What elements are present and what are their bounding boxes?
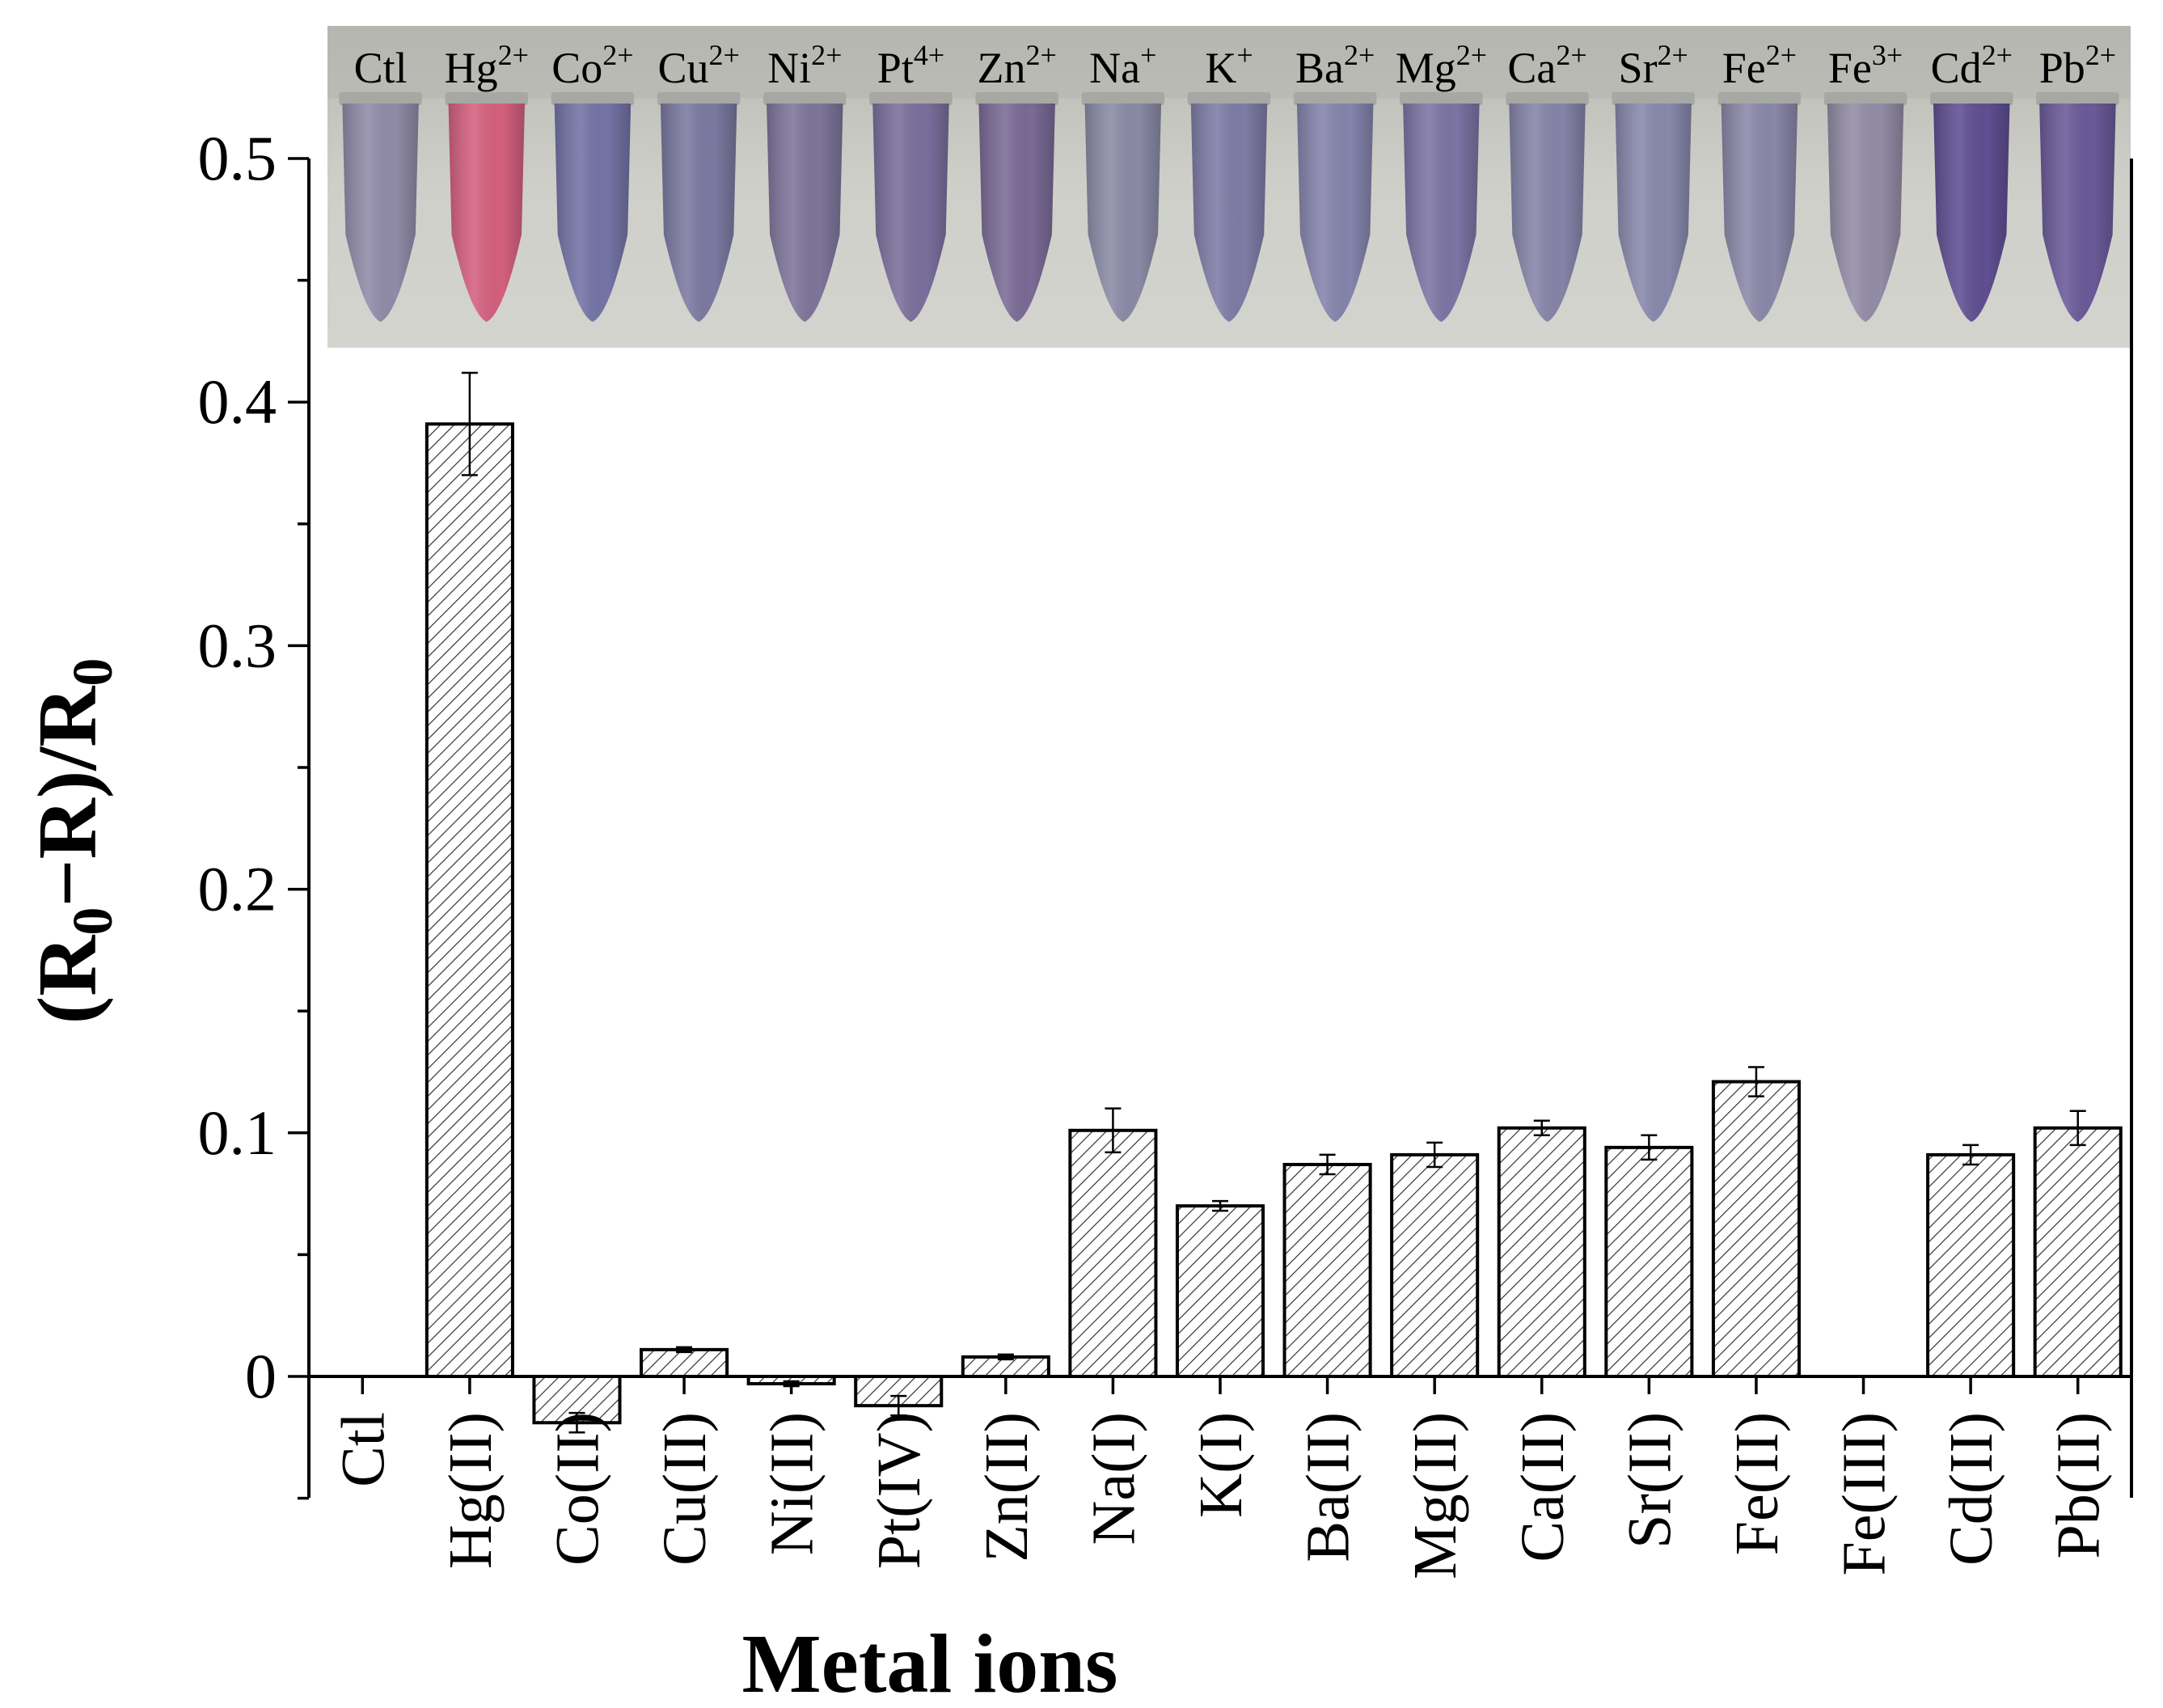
tube-shading bbox=[1721, 104, 1798, 322]
x-axis-title: Metal ions bbox=[741, 1617, 1117, 1708]
tube-rim bbox=[1823, 92, 1907, 105]
tube-label: Cd2+ bbox=[1931, 39, 2013, 92]
x-tick-label: Ni(II) bbox=[758, 1412, 826, 1555]
x-tick-label: Fe(II) bbox=[1723, 1412, 1791, 1555]
bar-Ca(II) bbox=[1497, 1126, 1586, 1378]
tube-shading bbox=[872, 104, 949, 322]
tube-shading bbox=[1190, 104, 1268, 322]
tube-label: Cu2+ bbox=[657, 39, 739, 92]
tube-label: K+ bbox=[1205, 39, 1253, 92]
tube-label: Co2+ bbox=[551, 39, 633, 92]
bar-Cu(II) bbox=[640, 1347, 729, 1379]
y-axis-title-part: −R)/R bbox=[21, 685, 114, 907]
tube-shading bbox=[1084, 104, 1162, 322]
bar-Mg(II) bbox=[1390, 1152, 1480, 1378]
inset-cap-band bbox=[327, 26, 2131, 99]
x-tick-label: Cu(II) bbox=[651, 1412, 719, 1566]
tube-label: Fe3+ bbox=[1828, 39, 1903, 92]
tube-label: Na+ bbox=[1089, 39, 1156, 92]
x-tick-label: Cd(II) bbox=[1937, 1412, 2005, 1566]
tube-rim bbox=[2036, 92, 2119, 105]
y-tick-label: 0 bbox=[245, 1341, 277, 1411]
x-tick-label: Mg(II) bbox=[1401, 1412, 1469, 1579]
tube-rim bbox=[1717, 92, 1802, 105]
x-tick-label: Zn(II) bbox=[973, 1412, 1041, 1562]
x-tick-label: Hg(II) bbox=[437, 1412, 505, 1569]
tube-shading bbox=[978, 104, 1055, 322]
bar-Fe(II) bbox=[1711, 1080, 1801, 1378]
tube-label: Ba2+ bbox=[1295, 39, 1375, 92]
bar-Cd(II) bbox=[1926, 1152, 2016, 1378]
tube-shading bbox=[342, 104, 419, 322]
tube-label: Pb2+ bbox=[2039, 39, 2116, 92]
bar-Pb(II) bbox=[2033, 1126, 2123, 1378]
tube-label: Sr2+ bbox=[1619, 39, 1688, 92]
tube-label: Zn2+ bbox=[977, 39, 1056, 92]
tube-label: Mg2+ bbox=[1396, 39, 1487, 92]
tube-shading bbox=[1615, 104, 1692, 322]
bar-Ba(II) bbox=[1282, 1162, 1372, 1379]
x-tick-label: Na(I) bbox=[1079, 1412, 1147, 1545]
tube-label: Ca2+ bbox=[1507, 39, 1586, 92]
x-tick-label: Co(II) bbox=[543, 1412, 611, 1566]
tube-shading bbox=[448, 104, 525, 322]
tube-label: Fe2+ bbox=[1722, 39, 1797, 92]
tube-shading bbox=[1403, 104, 1480, 322]
tube-rim bbox=[1293, 92, 1377, 105]
y-tick-label: 0.1 bbox=[198, 1097, 277, 1168]
x-tick-label: Sr(II) bbox=[1616, 1412, 1684, 1549]
x-tick-label: Ca(II) bbox=[1509, 1412, 1577, 1562]
bar-Hg(II) bbox=[425, 422, 514, 1378]
y-axis-title-part: (R bbox=[21, 934, 114, 1025]
tube-rim bbox=[445, 92, 528, 105]
y-tick-label: 0.2 bbox=[198, 854, 277, 924]
bar-Na(I) bbox=[1068, 1128, 1158, 1378]
x-tick-label: Pb(II) bbox=[2045, 1412, 2113, 1559]
tube-rim bbox=[1930, 92, 2013, 105]
x-tick-label: Ctl bbox=[329, 1412, 397, 1487]
tube-label: Pt4+ bbox=[877, 39, 944, 92]
x-tick-label: Ba(II) bbox=[1295, 1412, 1362, 1562]
tube-rim bbox=[1506, 92, 1589, 105]
tube-label: Ni2+ bbox=[767, 39, 842, 92]
tube-shading bbox=[554, 104, 632, 322]
y-tick-label: 0.5 bbox=[198, 123, 277, 193]
tube-rim bbox=[551, 92, 635, 105]
tube-shading bbox=[1509, 104, 1586, 322]
y-axis-title-subscript: 0 bbox=[62, 907, 125, 936]
y-tick-label: 0.4 bbox=[198, 366, 277, 437]
tube-label: Hg2+ bbox=[445, 39, 529, 92]
tube-rim bbox=[763, 92, 847, 105]
tube-shading bbox=[767, 104, 843, 322]
tube-rim bbox=[657, 92, 741, 105]
tube-shading bbox=[1933, 104, 2010, 322]
tube-rim bbox=[1400, 92, 1483, 105]
y-tick-labels: 0 0.1 0.2 0.3 0.4 0.5 bbox=[198, 123, 277, 1411]
tube-shading bbox=[1827, 104, 1904, 322]
tube-label: Ctl bbox=[354, 44, 408, 92]
tube-rim bbox=[1081, 92, 1165, 105]
tube-rim bbox=[1187, 92, 1271, 105]
inset-photo: Ctl Hg2+ Co2+ Cu2+ Ni2+ Pt4+ Zn2+ Na+ K+ Ba2+ Mg2+… bbox=[327, 26, 2131, 348]
x-tick-label: Pt(IV) bbox=[865, 1412, 933, 1569]
y-axis-title-subscript: 0 bbox=[62, 658, 125, 687]
x-tick-label: K(I) bbox=[1187, 1412, 1255, 1518]
tube-rim bbox=[339, 92, 422, 105]
tube-rim bbox=[1612, 92, 1695, 105]
bar-Sr(II) bbox=[1604, 1145, 1694, 1378]
tube-rim bbox=[869, 92, 953, 105]
tube-shading bbox=[660, 104, 737, 322]
x-tick-label: Fe(III) bbox=[1831, 1412, 1899, 1576]
tube-shading bbox=[2039, 104, 2116, 322]
x-tick-labels: Ctl Hg(II) Co(II) Cu(II) Ni(II) Pt(IV) Zn(II) N… bbox=[329, 1412, 2112, 1579]
y-tick-label: 0.3 bbox=[198, 610, 277, 680]
tube-shading bbox=[1296, 104, 1374, 322]
tube-rim bbox=[975, 92, 1058, 105]
bar-K(I) bbox=[1175, 1204, 1265, 1379]
bar-series bbox=[425, 371, 2123, 1434]
y-axis-title: (R0−R)/R0 bbox=[21, 658, 125, 1025]
